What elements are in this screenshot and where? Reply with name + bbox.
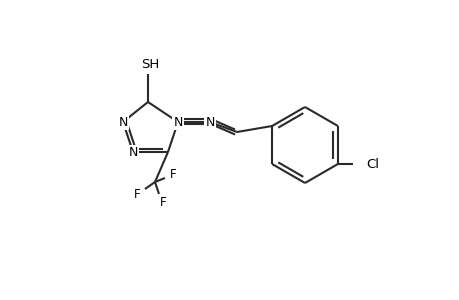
Text: N: N xyxy=(205,116,214,128)
Text: N: N xyxy=(173,116,182,128)
Text: N: N xyxy=(128,146,137,158)
Text: N: N xyxy=(118,116,128,128)
Text: F: F xyxy=(134,188,140,200)
Text: SH: SH xyxy=(140,58,159,70)
Text: F: F xyxy=(169,167,176,181)
Text: F: F xyxy=(159,196,166,208)
Text: Cl: Cl xyxy=(365,158,378,170)
